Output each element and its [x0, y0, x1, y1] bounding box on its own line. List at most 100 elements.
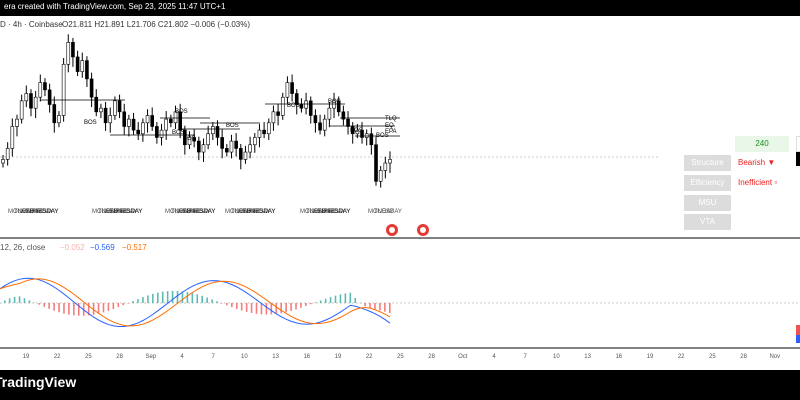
candle-body	[169, 118, 173, 124]
candle-body	[103, 107, 108, 124]
session-label: TUESDAY	[374, 209, 402, 215]
x-tick-label: 28	[428, 354, 435, 360]
histogram-bar	[77, 303, 80, 316]
x-tick-label: 22	[366, 354, 373, 360]
x-tick-label: 7	[524, 354, 528, 360]
candle-body	[211, 126, 215, 135]
session-label: TUESDAY	[171, 209, 199, 215]
candle-body	[364, 133, 369, 138]
histogram-bar	[349, 292, 352, 303]
session-label: WEDNESDAY	[20, 209, 58, 215]
histogram-bar	[255, 303, 258, 314]
histogram-bar	[324, 298, 327, 303]
session-label: THURSDAY	[243, 209, 276, 215]
candle-body	[294, 93, 299, 105]
candle-body	[192, 137, 196, 142]
histogram-bar	[196, 294, 199, 303]
histogram-bar	[206, 297, 208, 303]
x-tick-label: 16	[303, 354, 310, 360]
session-label: TUESDAY	[231, 209, 259, 215]
histogram-bar	[156, 292, 159, 303]
macd-line	[0, 277, 391, 328]
candle-body	[369, 133, 374, 146]
chart-annotation: BOS	[183, 136, 196, 142]
timeframe-badge[interactable]: 240	[735, 136, 789, 152]
structure-button[interactable]: Structure	[684, 155, 731, 171]
x-tick-label: 25	[397, 354, 404, 360]
candle-body	[75, 56, 80, 72]
candle-body	[150, 115, 155, 127]
candle-body	[360, 129, 364, 138]
session-label: FRIDAY	[249, 209, 271, 215]
candle-body	[183, 129, 187, 146]
hist-scale-marker	[796, 325, 800, 335]
histogram-bar	[152, 293, 154, 303]
price-scale-marker	[796, 136, 800, 152]
x-tick-label: 7	[212, 354, 216, 360]
session-label: MONDAY	[368, 209, 394, 215]
x-tick-label: 22	[54, 354, 61, 360]
session-label: MONDAY	[92, 209, 118, 215]
histogram-bar	[97, 303, 100, 314]
chart-caption: era created with TradingView.com, Sep 23…	[4, 2, 226, 11]
candle-body	[33, 96, 38, 109]
macd-params: 12, 26, close	[0, 243, 46, 252]
candle-body	[299, 104, 304, 109]
chart-annotation: EPA	[385, 129, 397, 135]
histogram-bar	[216, 301, 218, 303]
candle-body	[99, 107, 103, 113]
histogram-bar	[201, 295, 204, 303]
chart-annotation: BOS	[172, 130, 185, 136]
candle-body	[350, 126, 355, 135]
chart-annotation: BOS	[350, 128, 363, 134]
candle-body	[332, 100, 336, 109]
histogram-bar	[87, 303, 90, 316]
histogram-bar	[275, 303, 278, 314]
histogram-bar	[245, 303, 248, 312]
msu-button[interactable]: MSU	[684, 195, 731, 211]
candle-body	[355, 129, 360, 135]
x-tick-label: 13	[272, 354, 279, 360]
session-label: WEDNESDAY	[237, 209, 275, 215]
x-tick-label: 10	[553, 354, 560, 360]
histogram-bar	[270, 303, 273, 315]
session-label: WEDNESDAY	[177, 209, 215, 215]
us-flag-icon-center	[389, 227, 395, 233]
x-tick-label: 16	[615, 354, 622, 360]
candle-body	[71, 42, 75, 58]
histogram-bar	[305, 303, 307, 307]
price-scale-marker	[796, 152, 800, 166]
candle-body	[117, 100, 122, 113]
histogram-bar	[0, 303, 1, 304]
histogram-bar	[280, 303, 282, 314]
x-tick-label: 19	[23, 354, 30, 360]
histogram-bar	[73, 303, 75, 316]
histogram-bar	[310, 303, 312, 305]
histogram-bar	[48, 303, 50, 309]
efficiency-button[interactable]: Efficiency	[684, 175, 731, 191]
tradingview-logo: TradingView	[0, 374, 77, 390]
candle-body	[136, 129, 141, 135]
vta-button[interactable]: VTA	[684, 214, 731, 230]
histogram-bar	[43, 303, 46, 307]
chart-annotation: BOS	[175, 109, 188, 115]
histogram-bar	[295, 303, 297, 310]
session-label: FRIDAY	[116, 209, 138, 215]
histogram-bar	[127, 303, 129, 304]
histogram-bar	[142, 297, 144, 303]
candle-body	[187, 137, 192, 146]
histogram-bar	[13, 296, 16, 303]
candle-body	[257, 129, 262, 138]
x-tick-label: 25	[85, 354, 92, 360]
histogram-bar	[240, 303, 243, 311]
candle-body	[10, 126, 15, 149]
x-tick-label: 19	[335, 354, 342, 360]
histogram-bar	[171, 290, 174, 303]
session-label: TUESDAY	[306, 209, 334, 215]
candle-body	[1, 159, 5, 164]
candle-body	[89, 78, 94, 98]
session-label: THURSDAY	[318, 209, 351, 215]
candle-body	[262, 129, 266, 135]
